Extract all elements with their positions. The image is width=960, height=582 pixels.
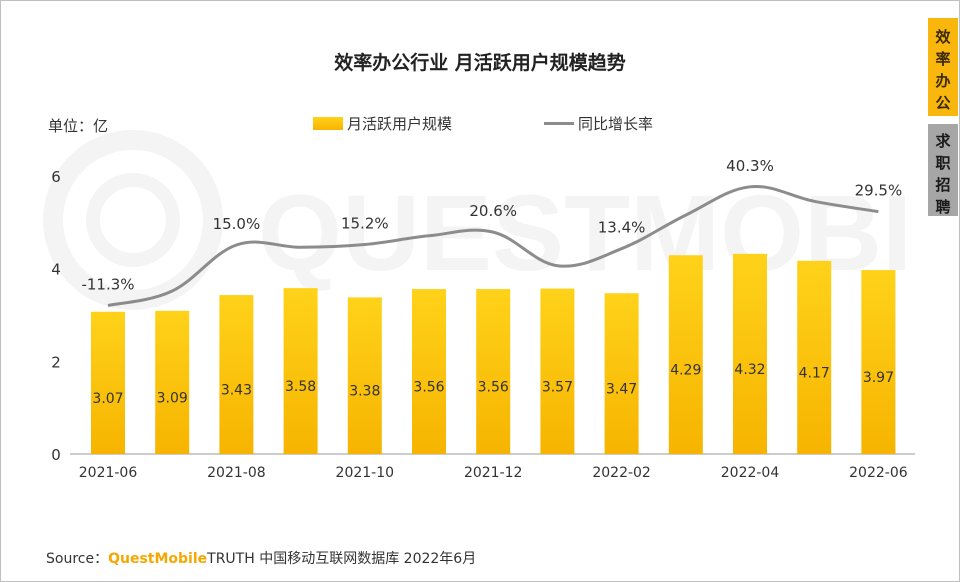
side-tab-2-label: 求职招聘 xyxy=(935,132,951,216)
bar xyxy=(155,310,190,454)
legend-bar-label: 月活跃用户规模 xyxy=(347,115,453,133)
growth-rate-label: 40.3% xyxy=(726,157,774,175)
y-tick-label: 2 xyxy=(51,353,61,371)
bar xyxy=(668,255,703,454)
bar xyxy=(219,295,254,454)
growth-rate-line xyxy=(107,185,879,307)
growth-rate-label: 15.0% xyxy=(213,215,261,233)
x-tick-label: 2021-10 xyxy=(336,465,395,481)
legend-line-label: 同比增长率 xyxy=(578,115,654,133)
y-tick-label: 0 xyxy=(51,446,61,464)
bar xyxy=(540,288,575,454)
y-tick-label: 4 xyxy=(51,261,61,279)
bar-value-label: 3.07 xyxy=(92,391,123,407)
bar-value-label: 3.57 xyxy=(542,379,573,395)
side-tab-efficiency-office[interactable]: 效率办公 xyxy=(928,18,958,116)
x-tick-label: 2022-04 xyxy=(721,465,780,481)
x-tick-label: 2021-06 xyxy=(79,465,138,481)
bar-value-label: 3.58 xyxy=(285,379,316,395)
side-tab-1-label: 效率办公 xyxy=(935,28,951,112)
bar xyxy=(347,297,382,454)
legend-bar-swatch xyxy=(313,117,343,130)
source-brand: QuestMobile xyxy=(108,551,208,567)
bar-value-label: 4.29 xyxy=(670,363,701,379)
side-tab-job-recruitment[interactable]: 求职招聘 xyxy=(928,124,958,216)
growth-rate-label: 15.2% xyxy=(341,215,389,233)
growth-rate-label: 20.6% xyxy=(469,202,517,220)
legend-line-swatch xyxy=(544,122,574,125)
bar xyxy=(412,289,446,454)
bar-value-label: 3.09 xyxy=(157,390,188,406)
bar-value-label: 3.47 xyxy=(606,382,637,398)
bar xyxy=(733,253,767,454)
growth-rate-label: 29.5% xyxy=(855,182,903,200)
watermark: QUESTMOBILE xyxy=(38,130,960,314)
source-suffix: TRUTH 中国移动互联网数据库 2022年6月 xyxy=(207,551,477,567)
growth-rate-label: -11.3% xyxy=(81,275,134,293)
watermark-logo-ring xyxy=(43,130,223,310)
bar-value-label: 3.97 xyxy=(863,370,894,386)
x-tick-label: 2022-02 xyxy=(592,465,651,481)
source-note: Source：QuestMobileTRUTH 中国移动互联网数据库 2022年… xyxy=(46,548,476,568)
x-tick-label: 2021-12 xyxy=(464,465,523,481)
bar-value-label: 3.38 xyxy=(349,384,380,400)
source-prefix: Source： xyxy=(46,551,109,567)
bar-value-label: 3.56 xyxy=(478,380,509,396)
unit-label: 单位：亿 xyxy=(48,117,109,135)
bar xyxy=(476,289,511,454)
legend-item-bar: 月活跃用户规模 xyxy=(313,113,452,134)
bar xyxy=(604,293,639,454)
bar xyxy=(91,311,125,454)
x-tick-label: 2022-06 xyxy=(849,465,908,481)
x-tick-label: 2021-08 xyxy=(207,465,266,481)
watermark-logo-inner xyxy=(86,173,180,267)
bar-value-label: 3.56 xyxy=(413,380,444,396)
bar xyxy=(861,270,896,454)
bar xyxy=(283,288,318,454)
bar-value-label: 4.17 xyxy=(799,365,830,381)
legend-item-line: 同比增长率 xyxy=(544,113,653,134)
watermark-text: QUESTMOBILE xyxy=(258,172,918,293)
growth-rate-label: 13.4% xyxy=(598,219,646,237)
bar-value-label: 3.43 xyxy=(221,383,252,399)
y-tick-label: 6 xyxy=(51,168,61,186)
bar xyxy=(797,260,832,454)
bar-value-label: 4.32 xyxy=(734,362,765,378)
chart-title: 效率办公行业 月活跃用户规模趋势 xyxy=(334,52,626,74)
